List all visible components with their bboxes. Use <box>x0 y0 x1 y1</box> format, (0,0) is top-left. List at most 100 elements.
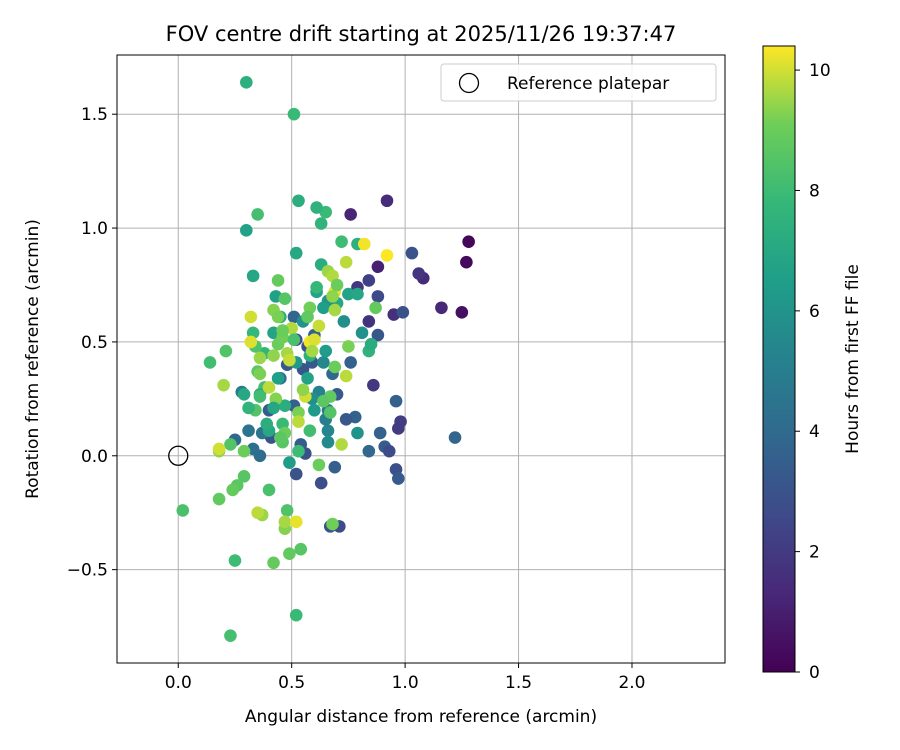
data-point <box>462 235 475 249</box>
data-point <box>448 431 462 444</box>
chart-title: FOV centre drift starting at 2025/11/26 … <box>166 22 677 46</box>
data-point <box>240 76 253 89</box>
data-point <box>253 367 267 381</box>
data-point <box>335 438 348 451</box>
axes-frame <box>116 54 726 664</box>
data-point <box>274 431 287 444</box>
colorbar-tick-label: 6 <box>809 302 820 322</box>
x-tick-label: 0.5 <box>278 673 305 693</box>
axis-ticks: 0.0 0.5 1.0 1.5 2.0 −0.5 0.0 0.5 1.0 1.5 <box>67 105 646 693</box>
data-point <box>389 394 403 408</box>
data-point <box>267 349 280 362</box>
colorbar: 0 2 4 6 8 10 Hours from first FF file <box>762 45 863 683</box>
data-point <box>262 381 276 394</box>
x-tick-label: 2.0 <box>618 673 645 693</box>
data-point <box>317 301 330 315</box>
y-tick-label: 0.0 <box>81 447 108 467</box>
colorbar-tick-label: 0 <box>809 663 820 683</box>
data-point <box>246 269 260 283</box>
data-point <box>217 378 230 392</box>
data-point <box>351 426 364 440</box>
data-point <box>460 255 473 269</box>
colorbar-ticks: 0 2 4 6 8 10 <box>795 61 831 683</box>
data-point <box>237 444 251 458</box>
data-point <box>283 456 296 469</box>
colorbar-tick-label: 2 <box>809 543 820 563</box>
data-point <box>292 444 305 458</box>
data-point <box>321 424 335 438</box>
data-point <box>301 372 314 385</box>
legend-box <box>440 63 717 102</box>
data-point <box>335 235 348 249</box>
data-point <box>244 310 258 324</box>
colorbar-tick-label: 4 <box>809 422 820 442</box>
data-point <box>326 517 339 531</box>
data-point <box>289 467 303 481</box>
data-point <box>369 301 382 315</box>
x-tick-label: 1.0 <box>392 673 419 693</box>
data-point <box>260 417 274 431</box>
x-tick-label: 1.5 <box>505 673 532 693</box>
data-point <box>351 287 364 301</box>
colorbar-label: Hours from first FF file <box>843 264 863 454</box>
colorbar-tick-label: 10 <box>809 61 831 81</box>
data-point <box>362 444 376 458</box>
data-point <box>280 504 294 517</box>
data-point <box>412 267 426 280</box>
data-point <box>308 403 321 417</box>
y-tick-label: −0.5 <box>67 561 108 581</box>
data-point <box>326 290 339 303</box>
data-point <box>339 413 353 426</box>
y-tick-label: 0.5 <box>81 333 108 353</box>
data-point <box>262 483 276 497</box>
reference-platepar-marker <box>168 445 189 466</box>
data-point <box>242 424 255 438</box>
data-point <box>226 483 240 497</box>
data-point <box>224 438 237 451</box>
data-point <box>276 324 289 337</box>
data-point <box>362 315 376 328</box>
data-point <box>296 383 310 397</box>
data-point <box>237 469 251 483</box>
data-point <box>176 504 190 517</box>
data-point <box>323 406 337 419</box>
data-point <box>344 356 357 369</box>
x-tick-label: 0.0 <box>165 673 192 693</box>
data-point <box>312 319 326 333</box>
data-point <box>362 274 376 287</box>
data-point <box>237 387 251 401</box>
data-point <box>292 415 305 428</box>
data-point <box>328 460 342 474</box>
data-point <box>373 426 387 440</box>
data-point <box>455 306 469 319</box>
data-point <box>328 303 342 317</box>
data-point <box>278 399 292 412</box>
data-point <box>371 260 385 274</box>
y-axis-label: Rotation from reference (arcmin) <box>23 219 43 499</box>
data-point <box>392 422 405 435</box>
data-point <box>392 472 405 485</box>
legend-entry-reference: Reference platepar <box>507 74 669 94</box>
data-point <box>301 310 314 324</box>
data-point <box>253 449 267 463</box>
data-point <box>267 556 280 570</box>
data-point <box>294 542 308 556</box>
data-point <box>224 629 237 642</box>
scatter-points <box>176 76 475 642</box>
data-point <box>287 107 301 121</box>
data-point <box>310 201 323 214</box>
data-point <box>330 278 344 292</box>
reference-marker-layer <box>168 445 189 466</box>
data-point <box>380 249 394 262</box>
data-point <box>292 194 305 208</box>
data-point <box>283 353 296 367</box>
data-point <box>271 274 285 287</box>
data-point <box>382 444 396 458</box>
data-point <box>328 360 342 374</box>
data-point <box>314 217 328 230</box>
data-point <box>310 280 323 294</box>
data-point <box>289 608 303 622</box>
legend: Reference platepar <box>440 63 717 102</box>
data-point <box>212 442 226 456</box>
